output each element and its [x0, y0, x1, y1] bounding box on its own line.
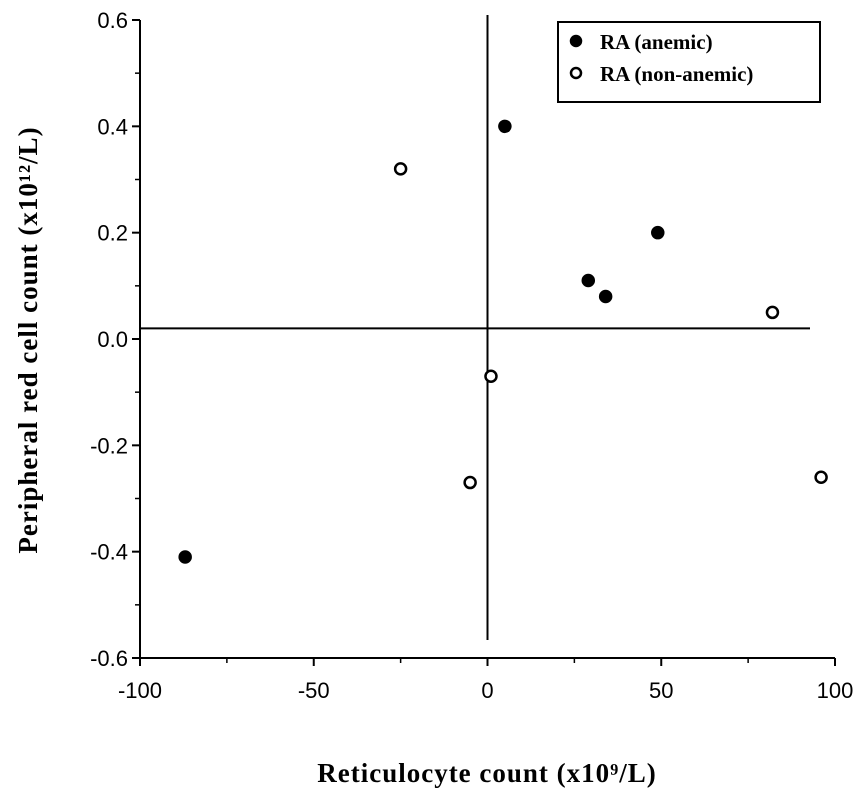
x-tick-label: -50 — [298, 678, 330, 703]
data-point-anemic — [598, 289, 613, 304]
legend-label-non-anemic: RA (non-anemic) — [600, 62, 753, 86]
y-tick-label: -0.2 — [90, 433, 128, 458]
data-point-anemic — [581, 273, 596, 288]
legend-marker-anemic — [569, 34, 583, 48]
y-tick-label: 0.2 — [97, 221, 128, 246]
x-ticks: -100 -50 0 50 100 — [118, 658, 853, 703]
legend-label-anemic: RA (anemic) — [600, 30, 713, 54]
legend-marker-non-anemic — [569, 66, 583, 80]
legend: RA (anemic) RA (non-anemic) — [557, 21, 821, 103]
x-tick-label: 50 — [649, 678, 673, 703]
data-point-non-anemic — [393, 162, 408, 176]
y-ticks: -0.6 -0.4 -0.2 0.0 0.2 0.4 0.6 — [90, 8, 140, 671]
reference-lines — [140, 15, 810, 640]
x-tick-label: 0 — [481, 678, 493, 703]
data-points — [178, 119, 828, 564]
y-tick-label: 0.4 — [97, 114, 128, 139]
data-point-anemic — [178, 550, 192, 564]
y-axis-title: Peripheral red cell count (x10¹²/L) — [13, 126, 43, 553]
x-axis-title: Reticulocyte count (x10⁹/L) — [317, 758, 657, 788]
data-point-anemic — [651, 225, 665, 240]
x-tick-label: -100 — [118, 678, 162, 703]
data-point-non-anemic — [814, 470, 828, 484]
data-point-anemic — [498, 119, 512, 134]
data-point-non-anemic — [484, 369, 498, 383]
x-tick-label: 100 — [817, 678, 854, 703]
data-point-non-anemic — [463, 475, 477, 490]
y-tick-label: 0.0 — [97, 327, 128, 352]
data-point-non-anemic — [765, 305, 780, 320]
y-tick-label: -0.4 — [90, 540, 128, 565]
legend-box — [557, 21, 821, 103]
y-tick-label: -0.6 — [90, 646, 128, 671]
y-tick-label: 0.6 — [97, 8, 128, 33]
